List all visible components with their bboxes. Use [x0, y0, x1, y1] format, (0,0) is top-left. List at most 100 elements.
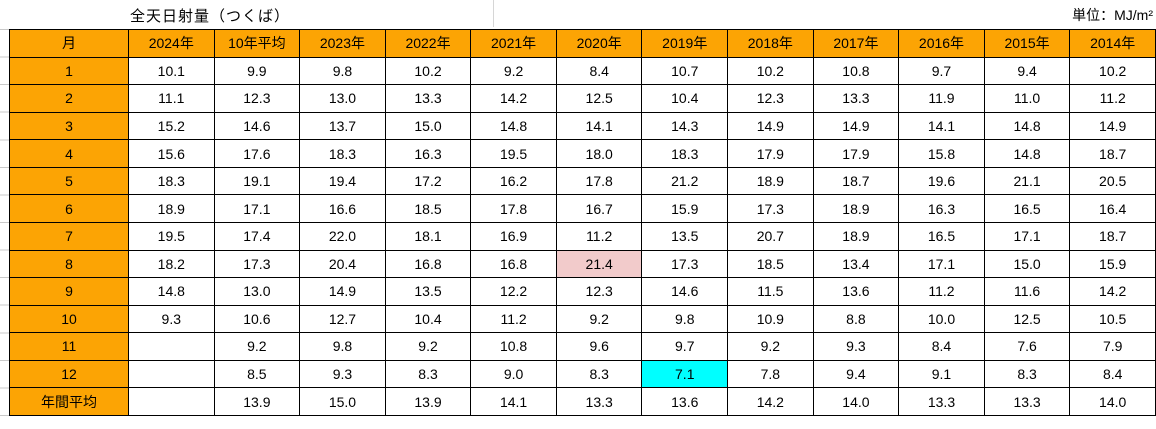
- cell-2017年-8[interactable]: 13.4: [812, 249, 900, 279]
- cell-2021年-7[interactable]: 16.9: [470, 221, 557, 251]
- row-header-年間平均[interactable]: 年間平均: [9, 387, 129, 416]
- cell-2019年-12[interactable]: 7.1: [641, 359, 729, 389]
- cell-2022年-7[interactable]: 18.1: [384, 221, 472, 251]
- cell-2015年-6[interactable]: 16.5: [983, 194, 1071, 223]
- cell-2015年-5[interactable]: 21.1: [983, 166, 1071, 196]
- cell-2017年-5[interactable]: 18.7: [812, 166, 900, 196]
- cell-2015年-12[interactable]: 8.3: [983, 359, 1071, 389]
- cell-2014年-3[interactable]: 14.9: [1069, 111, 1156, 141]
- cell-2022年-年間平均[interactable]: 13.9: [384, 387, 472, 416]
- cell-2022年-2[interactable]: 13.3: [384, 84, 472, 113]
- column-header-2014年[interactable]: 2014年: [1069, 29, 1156, 58]
- cell-2015年-2[interactable]: 11.0: [983, 84, 1071, 113]
- cell-2015年-8[interactable]: 15.0: [983, 249, 1071, 279]
- cell-2020年-2[interactable]: 12.5: [555, 84, 643, 113]
- cell-2024年-5[interactable]: 18.3: [128, 166, 215, 196]
- cell-2018年-5[interactable]: 18.9: [727, 166, 814, 196]
- cell-2018年-12[interactable]: 7.8: [727, 359, 814, 389]
- cell-2016年-11[interactable]: 8.4: [898, 332, 985, 361]
- cell-2017年-3[interactable]: 14.9: [812, 111, 900, 141]
- cell-2019年-7[interactable]: 13.5: [641, 221, 729, 251]
- cell-2016年-3[interactable]: 14.1: [898, 111, 985, 141]
- column-header-2024年[interactable]: 2024年: [128, 29, 215, 58]
- cell-2019年-8[interactable]: 17.3: [641, 249, 729, 279]
- cell-2018年-3[interactable]: 14.9: [727, 111, 814, 141]
- cell-2015年-4[interactable]: 14.8: [983, 139, 1071, 168]
- cell-2022年-8[interactable]: 16.8: [384, 249, 472, 279]
- cell-2019年-2[interactable]: 10.4: [641, 84, 729, 113]
- column-header-2015年[interactable]: 2015年: [983, 29, 1071, 58]
- cell-2014年-9[interactable]: 14.2: [1069, 277, 1156, 306]
- column-header-2018年[interactable]: 2018年: [727, 29, 814, 58]
- cell-2024年-8[interactable]: 18.2: [128, 249, 215, 279]
- cell-2024年-11[interactable]: [128, 332, 215, 361]
- cell-2020年-年間平均[interactable]: 13.3: [555, 387, 643, 416]
- cell-2016年-2[interactable]: 11.9: [898, 84, 985, 113]
- cell-2023年-7[interactable]: 22.0: [299, 221, 386, 251]
- cell-2018年-年間平均[interactable]: 14.2: [727, 387, 814, 416]
- cell-2014年-7[interactable]: 18.7: [1069, 221, 1156, 251]
- cell-2021年-3[interactable]: 14.8: [470, 111, 557, 141]
- cell-2020年-8[interactable]: 21.4: [555, 249, 643, 279]
- column-header-10年平均[interactable]: 10年平均: [213, 29, 301, 58]
- cell-2023年-12[interactable]: 9.3: [299, 359, 386, 389]
- cell-2020年-9[interactable]: 12.3: [555, 277, 643, 306]
- column-header-2016年[interactable]: 2016年: [898, 29, 985, 58]
- cell-2019年-10[interactable]: 9.8: [641, 304, 729, 334]
- cell-10年平均-年間平均[interactable]: 13.9: [213, 387, 301, 416]
- cell-2020年-3[interactable]: 14.1: [555, 111, 643, 141]
- cell-2022年-11[interactable]: 9.2: [384, 332, 472, 361]
- column-header-月[interactable]: 月: [9, 29, 129, 58]
- row-header-10[interactable]: 10: [9, 304, 129, 334]
- cell-10年平均-11[interactable]: 9.2: [213, 332, 301, 361]
- cell-2017年-1[interactable]: 10.8: [812, 56, 900, 86]
- cell-2021年-年間平均[interactable]: 14.1: [470, 387, 557, 416]
- column-header-2021年[interactable]: 2021年: [470, 29, 557, 58]
- cell-2024年-4[interactable]: 15.6: [128, 139, 215, 168]
- cell-2017年-12[interactable]: 9.4: [812, 359, 900, 389]
- cell-2016年-12[interactable]: 9.1: [898, 359, 985, 389]
- cell-2017年-年間平均[interactable]: 14.0: [812, 387, 900, 416]
- cell-2018年-10[interactable]: 10.9: [727, 304, 814, 334]
- cell-2024年-1[interactable]: 10.1: [128, 56, 215, 86]
- cell-2020年-5[interactable]: 17.8: [555, 166, 643, 196]
- cell-2018年-11[interactable]: 9.2: [727, 332, 814, 361]
- cell-2021年-9[interactable]: 12.2: [470, 277, 557, 306]
- cell-2018年-6[interactable]: 17.3: [727, 194, 814, 223]
- cell-2018年-7[interactable]: 20.7: [727, 221, 814, 251]
- cell-2014年-5[interactable]: 20.5: [1069, 166, 1156, 196]
- cell-2022年-1[interactable]: 10.2: [384, 56, 472, 86]
- cell-2022年-9[interactable]: 13.5: [384, 277, 472, 306]
- cell-2015年-7[interactable]: 17.1: [983, 221, 1071, 251]
- row-header-2[interactable]: 2: [9, 84, 129, 113]
- cell-2019年-3[interactable]: 14.3: [641, 111, 729, 141]
- cell-2020年-10[interactable]: 9.2: [555, 304, 643, 334]
- cell-2022年-5[interactable]: 17.2: [384, 166, 472, 196]
- cell-2024年-6[interactable]: 18.9: [128, 194, 215, 223]
- cell-10年平均-8[interactable]: 17.3: [213, 249, 301, 279]
- cell-10年平均-1[interactable]: 9.9: [213, 56, 301, 86]
- cell-2023年-11[interactable]: 9.8: [299, 332, 386, 361]
- cell-2018年-9[interactable]: 11.5: [727, 277, 814, 306]
- cell-2019年-6[interactable]: 15.9: [641, 194, 729, 223]
- cell-2024年-9[interactable]: 14.8: [128, 277, 215, 306]
- cell-2022年-3[interactable]: 15.0: [384, 111, 472, 141]
- cell-2020年-7[interactable]: 11.2: [555, 221, 643, 251]
- column-header-2019年[interactable]: 2019年: [641, 29, 729, 58]
- cell-2023年-2[interactable]: 13.0: [299, 84, 386, 113]
- row-header-3[interactable]: 3: [9, 111, 129, 141]
- cell-2021年-5[interactable]: 16.2: [470, 166, 557, 196]
- cell-2023年-10[interactable]: 12.7: [299, 304, 386, 334]
- cell-2024年-年間平均[interactable]: [128, 387, 215, 416]
- cell-2014年-8[interactable]: 15.9: [1069, 249, 1156, 279]
- row-header-8[interactable]: 8: [9, 249, 129, 279]
- column-header-2017年[interactable]: 2017年: [812, 29, 900, 58]
- cell-2021年-8[interactable]: 16.8: [470, 249, 557, 279]
- cell-2019年-4[interactable]: 18.3: [641, 139, 729, 168]
- row-header-5[interactable]: 5: [9, 166, 129, 196]
- cell-10年平均-6[interactable]: 17.1: [213, 194, 301, 223]
- cell-10年平均-10[interactable]: 10.6: [213, 304, 301, 334]
- cell-2020年-4[interactable]: 18.0: [555, 139, 643, 168]
- cell-2016年-6[interactable]: 16.3: [898, 194, 985, 223]
- cell-2015年-年間平均[interactable]: 13.3: [983, 387, 1071, 416]
